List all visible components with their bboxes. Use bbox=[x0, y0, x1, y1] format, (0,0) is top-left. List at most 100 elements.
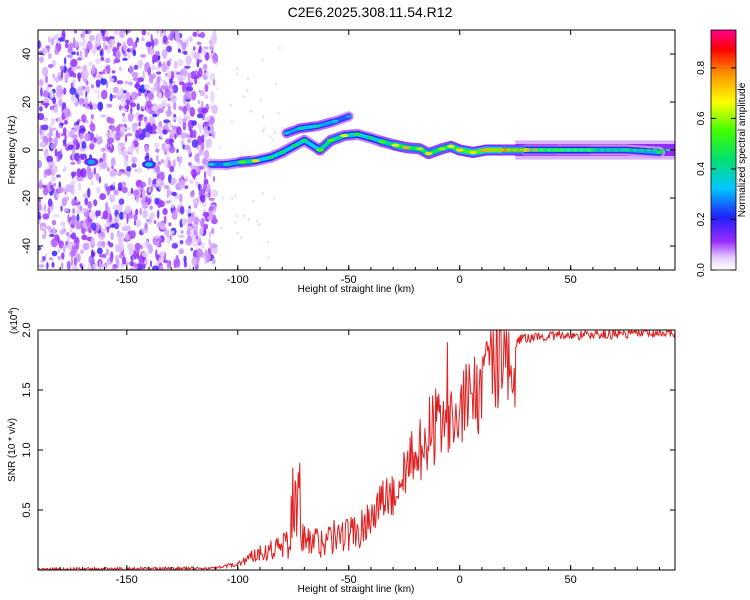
noise-cell bbox=[174, 133, 177, 140]
noise-cell bbox=[64, 133, 67, 143]
noise-cell bbox=[78, 76, 81, 83]
noise-cell bbox=[78, 97, 85, 105]
noise-cell bbox=[76, 168, 82, 178]
noise-cell bbox=[136, 103, 140, 111]
noise-cell bbox=[141, 251, 149, 258]
noise-cell bbox=[137, 77, 140, 85]
noise-cell bbox=[106, 64, 111, 75]
noise-cell bbox=[67, 234, 70, 244]
noise-cell bbox=[121, 186, 128, 194]
noise-cell bbox=[194, 180, 199, 187]
noise-cell bbox=[91, 64, 96, 75]
noise-cell bbox=[184, 65, 191, 69]
noise-cell bbox=[148, 115, 154, 124]
noise-cell bbox=[203, 223, 209, 230]
noise-cell bbox=[60, 148, 63, 155]
noise-cell bbox=[118, 142, 125, 147]
noise-cell bbox=[109, 38, 113, 49]
noise-cell bbox=[115, 258, 120, 269]
noise-cell bbox=[61, 102, 67, 111]
noise-cell bbox=[168, 83, 173, 90]
noise-cell bbox=[146, 99, 152, 110]
noise-cell bbox=[110, 232, 114, 241]
colorbar-tick-label: 0.0 bbox=[696, 263, 707, 277]
noise-cell bbox=[44, 75, 49, 84]
x-tick-label: -100 bbox=[227, 274, 249, 286]
noise-cell bbox=[261, 58, 264, 62]
noise-cell bbox=[93, 167, 97, 175]
noise-cell bbox=[177, 75, 181, 82]
noise-cell bbox=[177, 59, 184, 67]
noise-cell bbox=[55, 155, 58, 162]
noise-cell bbox=[189, 179, 194, 184]
noise-cell bbox=[79, 128, 86, 132]
noise-cell bbox=[105, 132, 110, 137]
noise-cell bbox=[118, 66, 122, 72]
noise-cell bbox=[206, 253, 211, 260]
noise-cell bbox=[41, 234, 47, 239]
noise-cell bbox=[122, 117, 127, 123]
noise-cell bbox=[70, 232, 77, 240]
noise-cell bbox=[156, 85, 161, 92]
noise-cell bbox=[89, 143, 95, 150]
noise-cell bbox=[73, 256, 77, 267]
noise-cell bbox=[156, 125, 162, 131]
noise-cell bbox=[161, 252, 165, 257]
noise-cell bbox=[60, 252, 65, 260]
noise-cell bbox=[81, 114, 87, 123]
noise-cell bbox=[90, 113, 94, 120]
noise-cell bbox=[165, 109, 172, 117]
noise-cell bbox=[168, 146, 176, 154]
y-tick-label: -20 bbox=[21, 190, 33, 206]
noise-cell bbox=[129, 260, 134, 267]
noise-cell bbox=[130, 187, 134, 195]
noise-cell bbox=[113, 51, 116, 57]
noise-cell bbox=[148, 187, 151, 193]
noise-cell bbox=[45, 45, 51, 49]
noise-cell bbox=[38, 215, 42, 220]
ridge-core bbox=[424, 152, 433, 156]
noise-cell bbox=[135, 246, 140, 255]
noise-cell bbox=[147, 92, 155, 101]
noise-cell bbox=[171, 242, 179, 249]
noise-cell bbox=[82, 193, 88, 199]
noise-cell bbox=[161, 49, 168, 59]
noise-cell bbox=[187, 137, 192, 144]
noise-cell bbox=[198, 53, 201, 59]
noise-cell bbox=[199, 226, 204, 236]
noise-cell bbox=[191, 168, 197, 179]
noise-cell bbox=[110, 157, 116, 167]
noise-cell bbox=[234, 221, 237, 225]
noise-cell bbox=[111, 217, 116, 223]
noise-cell bbox=[160, 84, 166, 90]
noise-cell bbox=[188, 264, 192, 270]
noise-cell bbox=[220, 226, 223, 230]
noise-cell bbox=[159, 265, 164, 270]
noise-cell bbox=[277, 111, 280, 115]
noise-cell bbox=[132, 189, 140, 197]
ridge-core bbox=[332, 119, 339, 123]
noise-cell bbox=[97, 31, 103, 42]
colorbar-tick-label: 0.6 bbox=[696, 111, 707, 125]
noise-cell bbox=[121, 146, 126, 150]
noise-cell bbox=[78, 132, 84, 140]
noise-cell bbox=[149, 48, 154, 55]
noise-cell bbox=[126, 132, 133, 137]
ridge-core bbox=[326, 138, 335, 142]
ridge-core bbox=[485, 148, 492, 152]
y-tick-label: 0 bbox=[21, 147, 33, 153]
y-tick-label: 2.0 bbox=[21, 322, 33, 337]
noise-cell bbox=[121, 256, 127, 265]
noise-cell bbox=[91, 248, 94, 259]
noise-cell bbox=[125, 205, 132, 214]
noise-cell bbox=[88, 210, 96, 220]
noise-cell bbox=[196, 113, 204, 119]
noise-cell bbox=[160, 30, 163, 38]
noise-cell bbox=[158, 60, 162, 68]
noise-cell bbox=[42, 213, 50, 220]
noise-cell bbox=[191, 120, 197, 126]
noise-cell bbox=[247, 77, 250, 81]
noise-cell bbox=[199, 31, 206, 39]
noise-cell bbox=[155, 154, 159, 162]
noise-cell bbox=[38, 246, 42, 251]
